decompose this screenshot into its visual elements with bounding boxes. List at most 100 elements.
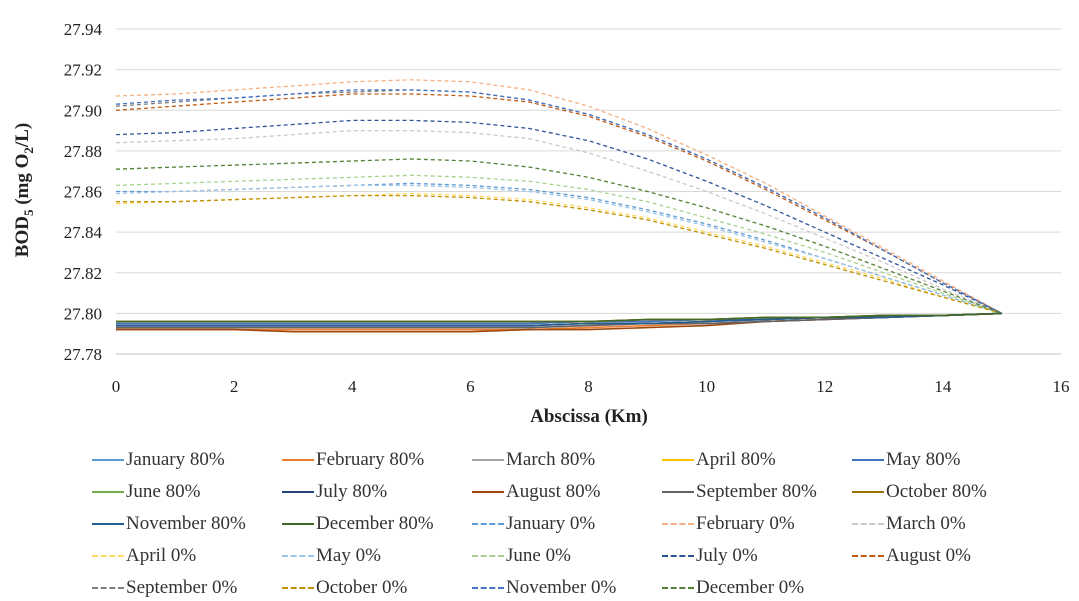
legend-swatch bbox=[282, 523, 314, 525]
legend-swatch bbox=[662, 523, 694, 525]
legend-swatch bbox=[662, 555, 694, 557]
y-tick-label: 27.78 bbox=[64, 345, 102, 364]
x-axis-ticks: 0 2 4 6 8 10 12 14 16 bbox=[112, 377, 1070, 396]
legend-label: March 0% bbox=[886, 513, 966, 534]
legend-label: November 0% bbox=[506, 577, 617, 598]
legend-item: October 80% bbox=[852, 481, 987, 503]
legend-label: May 80% bbox=[886, 449, 961, 470]
legend-item: June 0% bbox=[472, 545, 571, 567]
legend-swatch bbox=[852, 491, 884, 493]
legend-swatch bbox=[472, 587, 504, 589]
legend-label: March 80% bbox=[506, 449, 596, 470]
y-tick-label: 27.80 bbox=[64, 304, 102, 323]
series-line-december-0- bbox=[115, 158, 1003, 315]
legend-item: July 80% bbox=[282, 481, 387, 503]
y-tick-label: 27.90 bbox=[64, 101, 102, 120]
series-line-july-0- bbox=[115, 119, 1003, 314]
legend-swatch bbox=[282, 555, 314, 557]
legend-swatch bbox=[92, 459, 124, 461]
legend-label: January 0% bbox=[506, 513, 596, 534]
series-line-november-0- bbox=[115, 89, 1003, 314]
legend-item: January 0% bbox=[472, 513, 595, 535]
legend-swatch bbox=[472, 523, 504, 525]
y-tick-label: 27.88 bbox=[64, 142, 102, 161]
legend-item: September 0% bbox=[92, 577, 237, 599]
legend-item: February 80% bbox=[282, 449, 424, 471]
legend-item: November 80% bbox=[92, 513, 246, 535]
legend-label: April 80% bbox=[696, 449, 776, 470]
x-tick-label: 14 bbox=[934, 377, 952, 396]
series-line-june-0- bbox=[115, 174, 1003, 315]
y-tick-label: 27.84 bbox=[64, 223, 103, 242]
legend-label: July 80% bbox=[316, 481, 388, 502]
legend-label: January 80% bbox=[126, 449, 225, 470]
legend-label: February 80% bbox=[316, 449, 425, 470]
legend-item: April 0% bbox=[92, 545, 196, 567]
legend-item: November 0% bbox=[472, 577, 616, 599]
x-tick-label: 6 bbox=[466, 377, 475, 396]
series-line-february-0- bbox=[115, 79, 1003, 314]
legend-swatch bbox=[92, 491, 124, 493]
x-tick-label: 2 bbox=[230, 377, 239, 396]
y-tick-label: 27.92 bbox=[64, 61, 102, 80]
legend-label: November 80% bbox=[126, 513, 246, 534]
series-line-october-0- bbox=[116, 194, 1003, 315]
legend-swatch bbox=[282, 587, 314, 589]
x-tick-label: 16 bbox=[1053, 377, 1070, 396]
y-axis-title: BOD5 (mg O2/L) bbox=[12, 123, 36, 257]
legend-label: May 0% bbox=[316, 545, 381, 566]
legend-item: August 0% bbox=[852, 545, 971, 567]
line-chart: 27.78 27.80 27.82 27.84 27.86 27.88 27.90 27.92… bbox=[12, 20, 1070, 427]
legend-swatch bbox=[92, 555, 124, 557]
legend-swatch bbox=[92, 523, 124, 525]
series-line-september-80- bbox=[116, 312, 1002, 329]
legend-item: May 0% bbox=[282, 545, 381, 567]
gridlines bbox=[116, 28, 1061, 355]
legend-swatch bbox=[662, 491, 694, 493]
series-lines bbox=[115, 79, 1003, 333]
legend-label: October 80% bbox=[886, 481, 987, 502]
y-tick-label: 27.94 bbox=[64, 20, 103, 39]
legend-item: October 0% bbox=[282, 577, 407, 599]
y-axis-ticks: 27.78 27.80 27.82 27.84 27.86 27.88 27.90 27.92… bbox=[64, 20, 103, 364]
legend-label: October 0% bbox=[316, 577, 408, 598]
legend-label: April 0% bbox=[126, 545, 197, 566]
legend-label: August 80% bbox=[506, 481, 601, 502]
series-line-december-80- bbox=[116, 312, 1002, 323]
legend-label: December 0% bbox=[696, 577, 805, 598]
legend-swatch bbox=[282, 459, 314, 461]
legend-item: September 80% bbox=[662, 481, 817, 503]
legend-label: August 0% bbox=[886, 545, 971, 566]
legend-swatch bbox=[92, 587, 124, 589]
legend-label: September 0% bbox=[126, 577, 238, 598]
legend-swatch bbox=[472, 491, 504, 493]
series-line-march-0- bbox=[115, 129, 1003, 315]
legend-swatch bbox=[662, 459, 694, 461]
legend-swatch bbox=[852, 555, 884, 557]
x-tick-label: 4 bbox=[348, 377, 357, 396]
legend-label: June 0% bbox=[506, 545, 571, 566]
legend-swatch bbox=[662, 587, 694, 589]
series-line-august-0- bbox=[115, 93, 1003, 314]
legend-label: February 0% bbox=[696, 513, 795, 534]
series-line-may-0- bbox=[115, 184, 1003, 315]
legend-item: July 0% bbox=[662, 545, 758, 567]
legend-item: January 80% bbox=[92, 449, 225, 471]
x-axis-title: Abscissa (Km) bbox=[530, 406, 648, 427]
legend-item: August 80% bbox=[472, 481, 600, 503]
legend-item: March 0% bbox=[852, 513, 966, 535]
x-tick-label: 8 bbox=[584, 377, 593, 396]
series-line-april-0- bbox=[115, 192, 1003, 315]
legend-item: February 0% bbox=[662, 513, 795, 535]
legend-label: September 80% bbox=[696, 481, 817, 502]
legend-label: June 80% bbox=[126, 481, 201, 502]
y-tick-label: 27.82 bbox=[64, 264, 102, 283]
legend-label: July 0% bbox=[696, 545, 758, 566]
series-line-september-0- bbox=[115, 89, 1003, 314]
legend-label: December 80% bbox=[316, 513, 434, 534]
legend-item: June 80% bbox=[92, 481, 200, 503]
legend-swatch bbox=[472, 555, 504, 557]
series-line-november-80- bbox=[116, 312, 1002, 327]
x-tick-label: 12 bbox=[816, 377, 833, 396]
legend-swatch bbox=[472, 459, 504, 461]
